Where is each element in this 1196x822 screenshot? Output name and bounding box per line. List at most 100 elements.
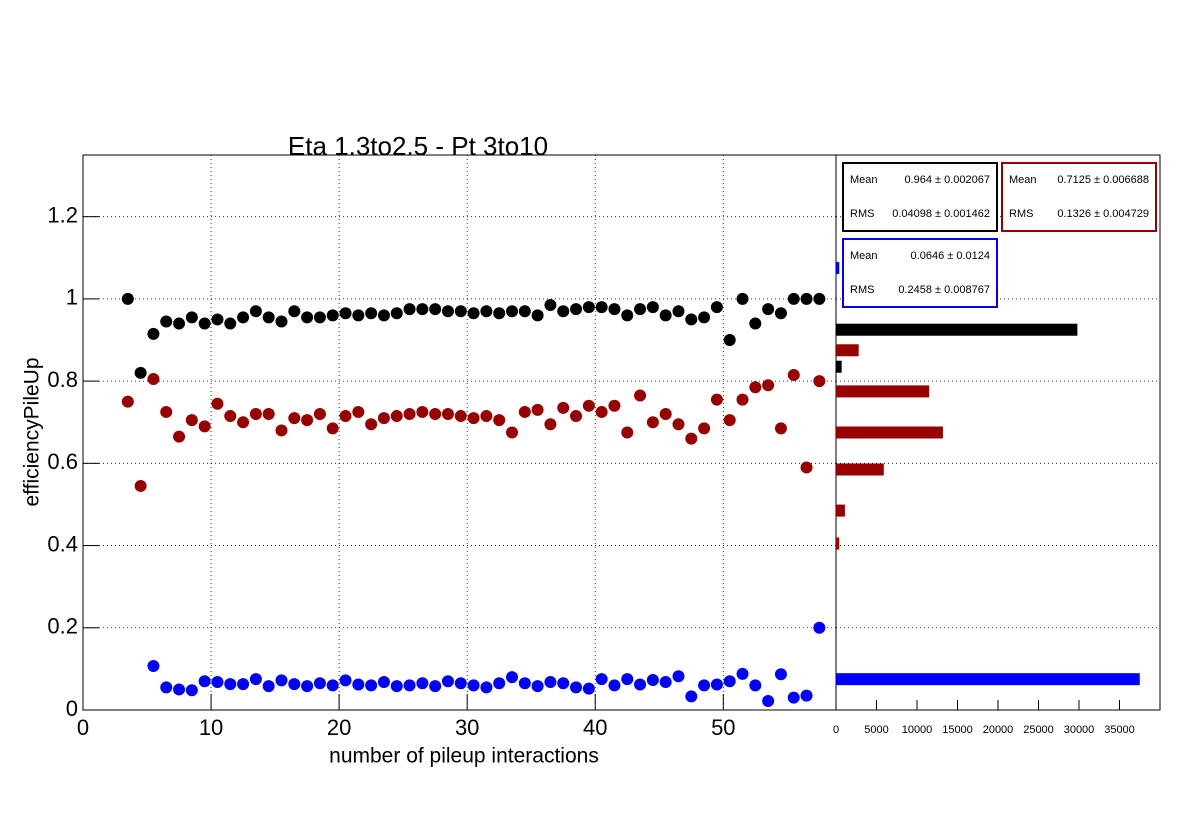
data-point: [813, 621, 826, 634]
data-point: [339, 410, 352, 423]
data-point: [736, 292, 749, 305]
data-point: [506, 305, 519, 318]
data-point: [698, 311, 711, 324]
data-point: [557, 305, 570, 318]
data-point: [787, 368, 800, 381]
data-point: [467, 307, 480, 320]
data-point: [377, 309, 390, 322]
data-point: [787, 292, 800, 305]
stats-label: RMS: [1009, 208, 1033, 220]
x-tick-label: 20: [327, 715, 351, 740]
data-point: [723, 675, 736, 688]
data-point: [275, 424, 288, 437]
x-tick-label: 10: [199, 715, 223, 740]
x-tick-label: 0: [833, 724, 839, 736]
data-point: [441, 675, 454, 688]
data-point: [352, 309, 365, 322]
data-point: [390, 680, 403, 693]
data-point: [198, 420, 211, 433]
data-point: [365, 679, 378, 692]
data-point: [416, 677, 429, 690]
data-point: [774, 422, 787, 435]
data-point: [493, 677, 506, 690]
data-point: [710, 393, 723, 406]
data-point: [634, 678, 647, 691]
stats-box: [842, 162, 998, 232]
data-point: [685, 690, 698, 703]
data-point: [710, 678, 723, 691]
x-tick-label: 15000: [942, 724, 973, 736]
data-point: [544, 299, 557, 312]
data-point: [441, 408, 454, 420]
data-point: [659, 309, 672, 322]
data-point: [390, 410, 403, 423]
data-point: [288, 412, 301, 425]
data-point: [275, 315, 288, 328]
data-point: [685, 432, 698, 445]
data-point: [301, 680, 314, 693]
data-point: [557, 677, 570, 690]
x-tick-label: 0: [77, 715, 89, 740]
data-point: [224, 410, 237, 423]
data-point: [249, 408, 262, 420]
data-point: [326, 679, 339, 692]
data-point: [480, 305, 493, 318]
data-point: [685, 313, 698, 326]
stats-box: [1001, 162, 1157, 232]
data-point: [774, 668, 787, 681]
stats-label: RMS: [850, 208, 874, 220]
data-point: [262, 311, 275, 324]
data-point: [736, 667, 749, 680]
data-point: [262, 408, 275, 420]
data-point: [518, 305, 531, 318]
data-point: [185, 414, 198, 427]
x-tick-label: 50: [711, 715, 735, 740]
data-point: [211, 397, 224, 410]
data-point: [595, 405, 608, 418]
data-point: [749, 317, 762, 330]
data-point: [173, 430, 186, 443]
x-tick-label: 5000: [864, 724, 888, 736]
stats-label: Mean: [1009, 174, 1037, 186]
data-point: [621, 673, 634, 686]
y-tick-label: 1.2: [47, 202, 78, 227]
data-point: [121, 395, 134, 408]
histogram-bar: [836, 463, 884, 476]
x-tick-label: 30: [455, 715, 479, 740]
data-point: [608, 399, 621, 412]
data-point: [313, 311, 326, 324]
data-point: [646, 416, 659, 429]
data-point: [288, 305, 301, 318]
data-point: [659, 676, 672, 689]
x-axis-label: number of pileup interactions: [329, 745, 599, 768]
data-point: [531, 680, 544, 693]
stats-value: 0.1326 ± 0.004729: [1057, 208, 1149, 220]
data-point: [416, 303, 429, 316]
data-point: [211, 313, 224, 326]
x-tick-label: 35000: [1104, 724, 1135, 736]
data-point: [582, 682, 595, 695]
histogram-bar: [836, 344, 859, 357]
data-point: [224, 317, 237, 330]
x-tick-label: 10000: [902, 724, 933, 736]
y-axis-label: efficiencyPileUp: [21, 357, 44, 506]
data-point: [506, 671, 519, 684]
data-point: [698, 422, 711, 435]
y-tick-label: 0.4: [47, 531, 78, 556]
data-point: [160, 681, 173, 694]
data-point: [710, 301, 723, 314]
data-point: [173, 317, 186, 330]
data-point: [352, 405, 365, 418]
data-point: [621, 426, 634, 439]
data-point: [454, 677, 467, 690]
y-tick-label: 0: [66, 696, 78, 721]
data-point: [736, 393, 749, 406]
data-point: [659, 408, 672, 420]
data-point: [813, 375, 826, 388]
data-point: [672, 670, 685, 683]
stats-value: 0.0646 ± 0.0124: [911, 250, 990, 262]
data-point: [441, 305, 454, 318]
data-point: [518, 677, 531, 690]
histogram-bar: [836, 673, 1140, 686]
